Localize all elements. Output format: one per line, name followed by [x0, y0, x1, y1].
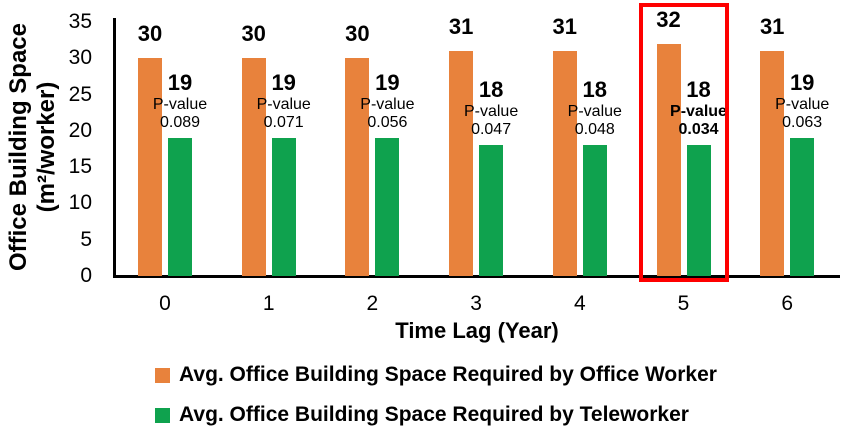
- teleworker-value-label: 18: [582, 77, 608, 103]
- bar-office-worker: [449, 51, 474, 276]
- legend-label: Avg. Office Building Space Required by O…: [179, 363, 717, 386]
- y-axis-tick-label: 30: [68, 46, 92, 70]
- teleworker-annotation: 18 P-value 0.047: [436, 77, 546, 139]
- teleworker-annotation: 18 P-value 0.034: [644, 77, 754, 139]
- office-worker-value-label: 31: [759, 14, 785, 40]
- y-axis-tick-label: 0: [80, 264, 92, 287]
- p-value-number: 0.056: [367, 114, 408, 132]
- x-axis-tick-label: 6: [781, 292, 794, 315]
- teleworker-annotation: 19 P-value 0.071: [229, 70, 339, 132]
- p-value-number: 0.048: [574, 121, 615, 139]
- p-value-caption: P-value: [152, 96, 208, 114]
- bar-teleworker: [790, 138, 815, 276]
- bar-office-worker: [345, 58, 370, 276]
- legend-item: Avg. Office Building Space Required by T…: [155, 400, 717, 430]
- p-value-caption: P-value: [775, 96, 830, 114]
- y-axis-tick-label: 25: [68, 82, 92, 106]
- legend: Avg. Office Building Space Required by O…: [155, 360, 717, 440]
- bar-teleworker: [686, 145, 711, 276]
- x-axis-tick-label: 0: [159, 292, 171, 315]
- legend-item: Avg. Office Building Space Required by O…: [155, 360, 717, 390]
- x-axis-tick-label: 5: [677, 292, 690, 315]
- bar-office-worker: [552, 51, 577, 276]
- bar-teleworker: [168, 138, 192, 276]
- teleworker-annotation: 19 P-value 0.056: [332, 70, 442, 132]
- highlight-box: [638, 3, 729, 282]
- bar-office-worker: [760, 51, 785, 276]
- y-axis-tick-label: 20: [68, 118, 92, 142]
- teleworker-value-label: 19: [271, 70, 296, 96]
- office-worker-value-label: 31: [552, 14, 578, 40]
- teleworker-value-label: 18: [478, 77, 504, 103]
- p-value-caption: P-value: [567, 103, 622, 121]
- p-value-number: 0.047: [471, 121, 512, 139]
- x-axis-tick-label: 2: [366, 292, 379, 315]
- teleworker-annotation: 19 P-value 0.063: [747, 70, 853, 132]
- x-axis-line: [113, 275, 840, 278]
- office-worker-legend-swatch: [155, 367, 170, 383]
- p-value-caption: P-value: [670, 103, 727, 121]
- y-axis-line: [113, 18, 116, 278]
- office-worker-value-label: 31: [448, 14, 474, 40]
- y-axis-tick-label: 35: [68, 10, 92, 33]
- bar-office-worker: [241, 58, 266, 276]
- y-axis-tick-label: 5: [80, 227, 92, 251]
- p-value-number: 0.089: [159, 114, 201, 132]
- bar-office-worker: [138, 58, 162, 276]
- legend-label: Avg. Office Building Space Required by T…: [179, 403, 689, 426]
- x-axis-title: Time Lag (Year): [395, 318, 559, 343]
- p-value-caption: P-value: [360, 96, 415, 114]
- x-axis-tick-label: 4: [573, 292, 586, 315]
- office-worker-value-label: 32: [656, 6, 681, 32]
- teleworker-annotation: 18 P-value 0.048: [540, 77, 650, 139]
- p-value-number: 0.071: [263, 114, 304, 132]
- p-value-number: 0.034: [678, 121, 719, 139]
- office-worker-value-label: 30: [241, 21, 266, 47]
- teleworker-value-label: 19: [375, 70, 400, 96]
- teleworker-annotation: 19 P-value 0.089: [125, 70, 235, 132]
- teleworker-value-label: 19: [167, 70, 193, 96]
- x-axis-tick-label: 3: [470, 292, 482, 315]
- office-worker-value-label: 30: [137, 21, 163, 47]
- bar-teleworker: [271, 138, 296, 276]
- p-value-caption: P-value: [256, 96, 311, 114]
- p-value-number: 0.063: [782, 114, 823, 132]
- teleworker-legend-swatch: [155, 407, 170, 423]
- bar-office-worker: [656, 43, 681, 276]
- teleworker-value-label: 19: [789, 70, 815, 96]
- p-value-caption: P-value: [463, 103, 519, 121]
- x-axis-tick-label: 1: [262, 292, 275, 315]
- bar-teleworker: [479, 145, 504, 276]
- y-axis-tick-label: 15: [68, 155, 92, 179]
- bar-teleworker: [582, 145, 607, 276]
- teleworker-value-label: 18: [686, 77, 711, 103]
- y-axis-title-line1: Office Building Space: [5, 22, 32, 272]
- bar-teleworker: [375, 138, 400, 276]
- office-worker-value-label: 30: [345, 21, 370, 47]
- y-axis-tick-label: 10: [68, 191, 92, 215]
